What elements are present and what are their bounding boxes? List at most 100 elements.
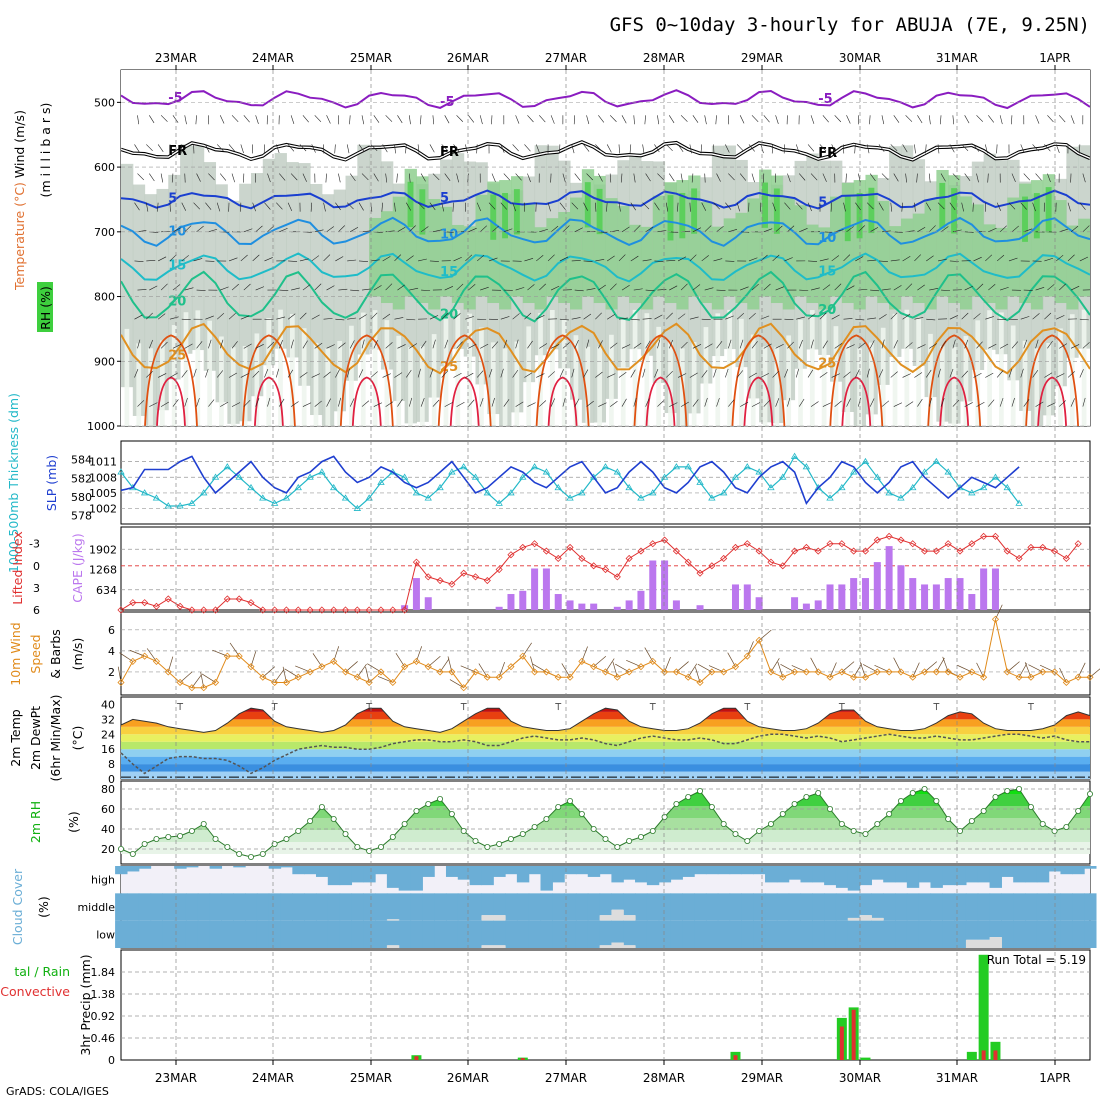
wind-barb xyxy=(522,642,532,657)
wind-barb xyxy=(621,398,627,407)
cloud-bar xyxy=(315,920,329,948)
wind-barb xyxy=(527,115,534,123)
wind-barb xyxy=(855,369,860,378)
wind-barb xyxy=(914,202,916,212)
isotherm-line xyxy=(927,334,982,426)
wind-barb xyxy=(169,372,178,378)
lifted-index-point xyxy=(353,606,361,614)
wind-speed-point xyxy=(672,668,680,676)
isotherm-line xyxy=(437,334,492,426)
wind-barb xyxy=(1032,313,1040,320)
cloud-bar xyxy=(800,866,813,883)
tick-label: 60 xyxy=(101,803,115,816)
wind-barb xyxy=(195,115,197,125)
wind-barb xyxy=(810,115,815,124)
cloud-bar xyxy=(304,893,317,921)
rh2m-point xyxy=(318,804,325,811)
wind-barb xyxy=(274,669,285,683)
wind-barb xyxy=(252,202,256,212)
lifted-index-point xyxy=(200,606,208,614)
wind-barb xyxy=(996,254,1005,262)
wind-barb xyxy=(302,402,312,407)
wind-barb xyxy=(819,258,829,262)
tick-label: 1011 xyxy=(89,456,117,469)
cloud-bar xyxy=(835,866,849,888)
cloud-bar xyxy=(516,893,530,921)
wind-barb xyxy=(772,370,780,378)
lifted-index-point xyxy=(885,532,893,540)
thickness-point xyxy=(188,499,196,506)
wind-speed-point xyxy=(897,668,905,676)
wind-speed-point xyxy=(767,668,775,676)
slp-line xyxy=(120,455,1020,506)
wind-barb xyxy=(692,399,699,407)
wind-barb xyxy=(373,402,383,407)
wind-barb xyxy=(524,312,532,320)
wind-barb xyxy=(574,173,581,181)
wind-barb xyxy=(834,115,842,123)
cloud-bar xyxy=(1072,920,1085,948)
tick-label: 0.46 xyxy=(91,1032,116,1045)
wind-barb xyxy=(893,657,902,673)
wind-barb xyxy=(952,339,956,349)
wind-speed-point xyxy=(200,684,208,692)
wind-barb xyxy=(642,368,646,378)
rh2m-point xyxy=(141,841,148,848)
wind-barb xyxy=(559,318,569,321)
cloud-bar xyxy=(422,920,435,948)
rh-shade xyxy=(880,327,886,426)
cloud-bar xyxy=(339,893,353,921)
isotherm-line xyxy=(449,376,480,426)
wind-barb xyxy=(819,312,827,320)
cape-bar xyxy=(590,603,598,610)
wind-barb xyxy=(314,400,322,407)
rh-shade xyxy=(455,309,461,426)
wind-barb xyxy=(917,284,925,291)
wind-barb xyxy=(901,202,903,212)
wind-barb xyxy=(598,402,607,407)
cloud-bar xyxy=(623,920,636,946)
wind-barb xyxy=(914,254,922,262)
lifted-index-point xyxy=(838,540,846,548)
rh-shade xyxy=(168,174,181,380)
wind-barb xyxy=(787,225,795,233)
cloud-bar xyxy=(351,893,364,921)
rh-shade xyxy=(1058,328,1063,426)
precip-panel: 00.460.921.381.84 xyxy=(91,954,1090,1067)
cloud-bar xyxy=(623,866,636,880)
thickness-point xyxy=(377,478,385,485)
wind-barb xyxy=(536,255,544,262)
wind-barb xyxy=(668,115,675,124)
cloud-bar xyxy=(481,893,494,916)
thickness-point xyxy=(140,489,149,496)
wind-barb xyxy=(1070,398,1075,407)
wind-barb xyxy=(255,344,264,349)
tick-label: 1268 xyxy=(89,564,117,577)
wind-barb xyxy=(893,231,903,233)
wind-barb xyxy=(491,341,499,349)
rh2m-point xyxy=(118,846,125,853)
wind-barb xyxy=(491,173,496,182)
wind-barb xyxy=(205,144,210,153)
wind-barb xyxy=(428,655,441,667)
thickness-point xyxy=(660,473,669,480)
wind-barb xyxy=(925,369,932,378)
cloud-bar xyxy=(1060,893,1073,921)
cloud-bar xyxy=(1072,893,1085,921)
wind-barb xyxy=(843,318,853,320)
cloud-bar xyxy=(871,866,884,880)
tick-label: 0.92 xyxy=(91,1010,116,1023)
wind-barb xyxy=(562,173,566,183)
wind-barb xyxy=(680,283,688,291)
thickness-point xyxy=(885,489,893,496)
wind-barb xyxy=(394,317,404,320)
wind-speed-point xyxy=(424,663,432,671)
rh-shade xyxy=(171,325,177,426)
tick-label: 3 xyxy=(33,582,40,595)
rh2m-point xyxy=(484,844,491,851)
rh2m-point xyxy=(614,844,621,851)
cloud-gap xyxy=(871,917,884,921)
wind-barb xyxy=(201,673,216,683)
wind-speed-point xyxy=(519,652,527,660)
